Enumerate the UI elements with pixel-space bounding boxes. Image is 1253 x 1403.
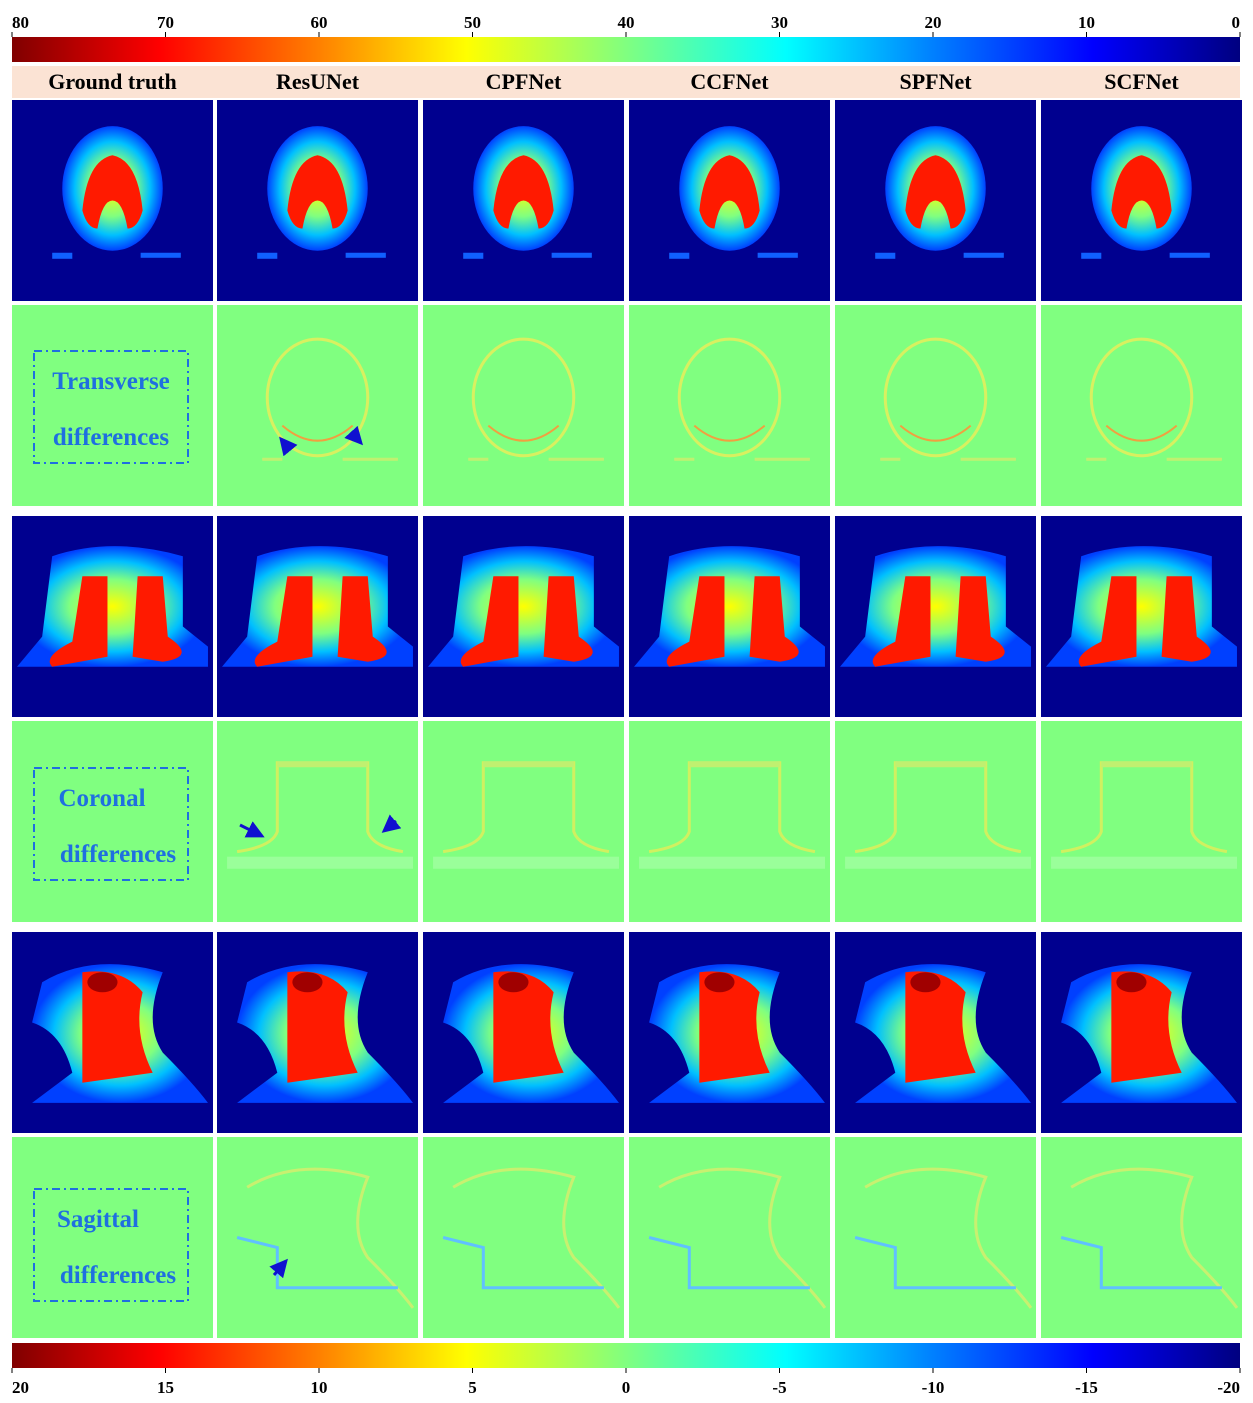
panel	[217, 305, 418, 506]
row-label-text: Coronal	[58, 785, 145, 812]
panel	[423, 932, 624, 1133]
tick-label: -10	[922, 1378, 945, 1397]
panel	[1041, 1137, 1242, 1338]
figure: Transverse differences Coronal differenc…	[0, 0, 1253, 1398]
panel	[423, 1137, 624, 1338]
panel	[423, 516, 624, 717]
row-label-text: Transverse	[52, 368, 170, 395]
row-label-text: differences	[60, 841, 176, 868]
panel	[12, 1137, 213, 1338]
tick-label: 5	[468, 1378, 477, 1397]
panel	[1041, 305, 1242, 506]
panel	[629, 1137, 830, 1338]
panel	[1041, 516, 1242, 717]
panel	[217, 1137, 418, 1338]
tick-label: 15	[157, 1378, 174, 1397]
panel	[835, 305, 1036, 506]
panel	[835, 1137, 1036, 1338]
panel	[1041, 100, 1242, 301]
row-label-text: differences	[53, 424, 169, 451]
tick-label: 70	[157, 13, 174, 32]
tick-label: 20	[12, 1378, 29, 1397]
column-header: CPFNet	[486, 69, 562, 94]
panel	[423, 305, 624, 506]
panel	[1041, 932, 1242, 1133]
tick-label: -20	[1217, 1378, 1240, 1397]
panel	[835, 516, 1036, 717]
tick-label: 0	[1232, 13, 1241, 32]
column-header: Ground truth	[48, 69, 177, 94]
tick-label: 0	[622, 1378, 631, 1397]
panel	[835, 100, 1036, 301]
tick-label: 60	[311, 13, 328, 32]
column-header: SCFNet	[1104, 69, 1179, 94]
panel	[12, 100, 213, 301]
column-header: SPFNet	[899, 69, 972, 94]
tick-label: 50	[464, 13, 481, 32]
panel	[12, 932, 213, 1133]
panel	[835, 721, 1036, 922]
panel	[1041, 721, 1242, 922]
row-label-text: Sagittal	[57, 1206, 139, 1233]
panel	[629, 932, 830, 1133]
panel	[217, 516, 418, 717]
column-header: ResUNet	[276, 69, 360, 94]
top-colorbar	[12, 37, 1240, 62]
header-band	[12, 66, 1240, 98]
tick-label: 80	[12, 13, 29, 32]
panel	[629, 516, 830, 717]
panel	[835, 932, 1036, 1133]
row-label-text: differences	[60, 1262, 176, 1289]
panel	[629, 305, 830, 506]
panel	[12, 305, 213, 506]
tick-label: -15	[1075, 1378, 1098, 1397]
panel	[423, 100, 624, 301]
column-header: CCFNet	[690, 69, 769, 94]
panel	[12, 721, 213, 922]
panel	[629, 721, 830, 922]
tick-label: 30	[771, 13, 788, 32]
tick-label: 20	[925, 13, 942, 32]
panel	[12, 516, 213, 717]
panel	[217, 932, 418, 1133]
tick-label: 10	[311, 1378, 328, 1397]
panel	[217, 721, 418, 922]
panel	[423, 721, 624, 922]
panel	[629, 100, 830, 301]
tick-label: 10	[1078, 13, 1095, 32]
bottom-colorbar	[12, 1343, 1240, 1368]
tick-label: -5	[772, 1378, 786, 1397]
panel	[217, 100, 418, 301]
tick-label: 40	[618, 13, 635, 32]
